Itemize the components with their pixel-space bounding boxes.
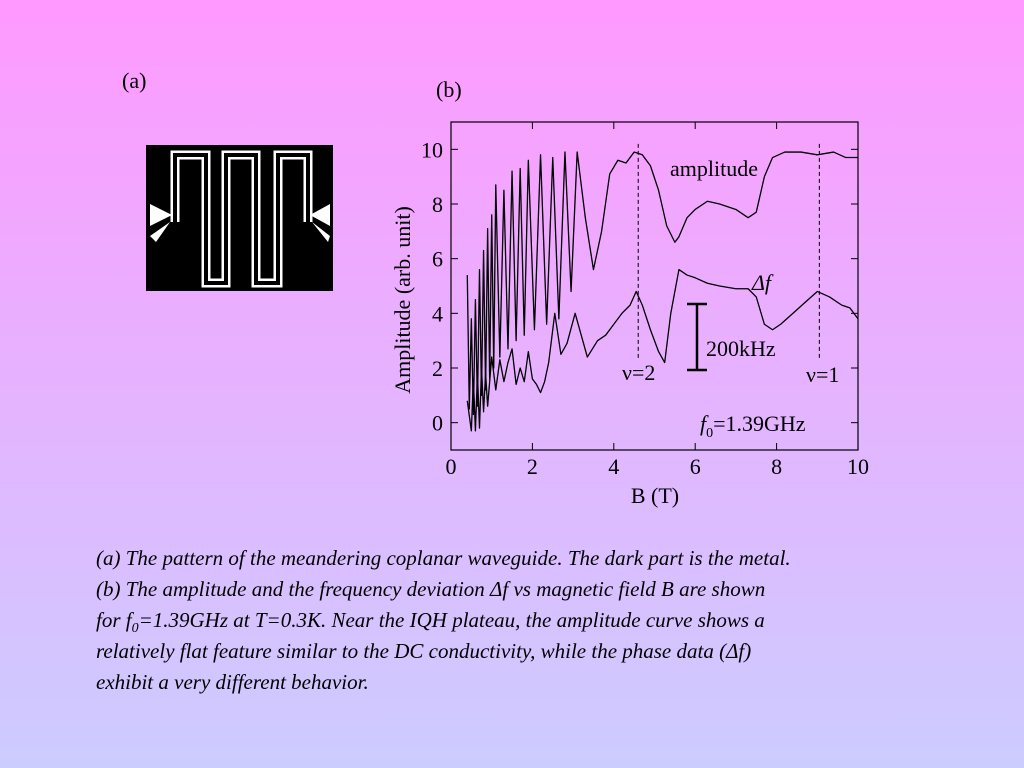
plot-frame [450, 121, 859, 451]
scale-bar [687, 302, 707, 372]
y-tick-label: 6 [432, 247, 443, 272]
x-tick-label: 2 [527, 454, 538, 479]
caption-text: =1.39GHz at T=0.3K. Near the IQH plateau… [138, 608, 765, 632]
x-axis-label: B (T) [631, 483, 679, 508]
figure: (a) (b) Amplitude (arb. unit) B (T) ampl… [122, 68, 869, 508]
caption-text: 0 [131, 621, 139, 637]
series-label: amplitude [670, 156, 758, 181]
x-tick-label: 8 [771, 454, 782, 479]
y-tick-label: 0 [432, 411, 443, 436]
annotation: f0=1.39GHz [700, 411, 806, 441]
caption-line: (a) The pattern of the meandering coplan… [96, 546, 791, 571]
caption-line: for f0=1.39GHz at T=0.3K. Near the IQH p… [96, 608, 765, 637]
x-tick-label: 10 [847, 454, 869, 479]
caption-text: exhibit a very different behavior. [96, 670, 369, 694]
annotation: ν=1 [806, 362, 839, 387]
panel-label: (a) [122, 68, 146, 93]
x-tick-label: 0 [446, 454, 457, 479]
panel-label: (b) [436, 77, 462, 102]
caption-text: for f [96, 608, 132, 632]
y-tick-label: 10 [421, 137, 443, 162]
caption-text: (a) The pattern of the meandering coplan… [96, 546, 791, 570]
y-tick-label: 2 [432, 356, 443, 381]
y-tick-label: 4 [432, 301, 443, 326]
series-label: Δf [751, 270, 774, 295]
annotation: ν=2 [622, 360, 655, 385]
caption-text: (b) The amplitude and the frequency devi… [96, 577, 766, 601]
annotation-part: =1.39GHz [713, 411, 806, 436]
y-axis-label: Amplitude (arb. unit) [390, 206, 415, 394]
annotation-part: f [700, 411, 709, 436]
series-line [466, 268, 859, 432]
x-tick-label: 4 [608, 454, 619, 479]
y-tick-label: 8 [432, 192, 443, 217]
series-line [466, 151, 858, 416]
caption-line: relatively flat feature similar to the D… [96, 639, 751, 664]
waveguide-pattern [146, 145, 333, 291]
x-tick-label: 6 [690, 454, 701, 479]
caption-line: (b) The amplitude and the frequency devi… [96, 577, 765, 602]
caption-text: relatively flat feature similar to the D… [96, 639, 752, 663]
annotation-part: 0 [706, 426, 713, 441]
caption-line: exhibit a very different behavior. [96, 670, 369, 695]
annotation: 200kHz [706, 336, 776, 361]
